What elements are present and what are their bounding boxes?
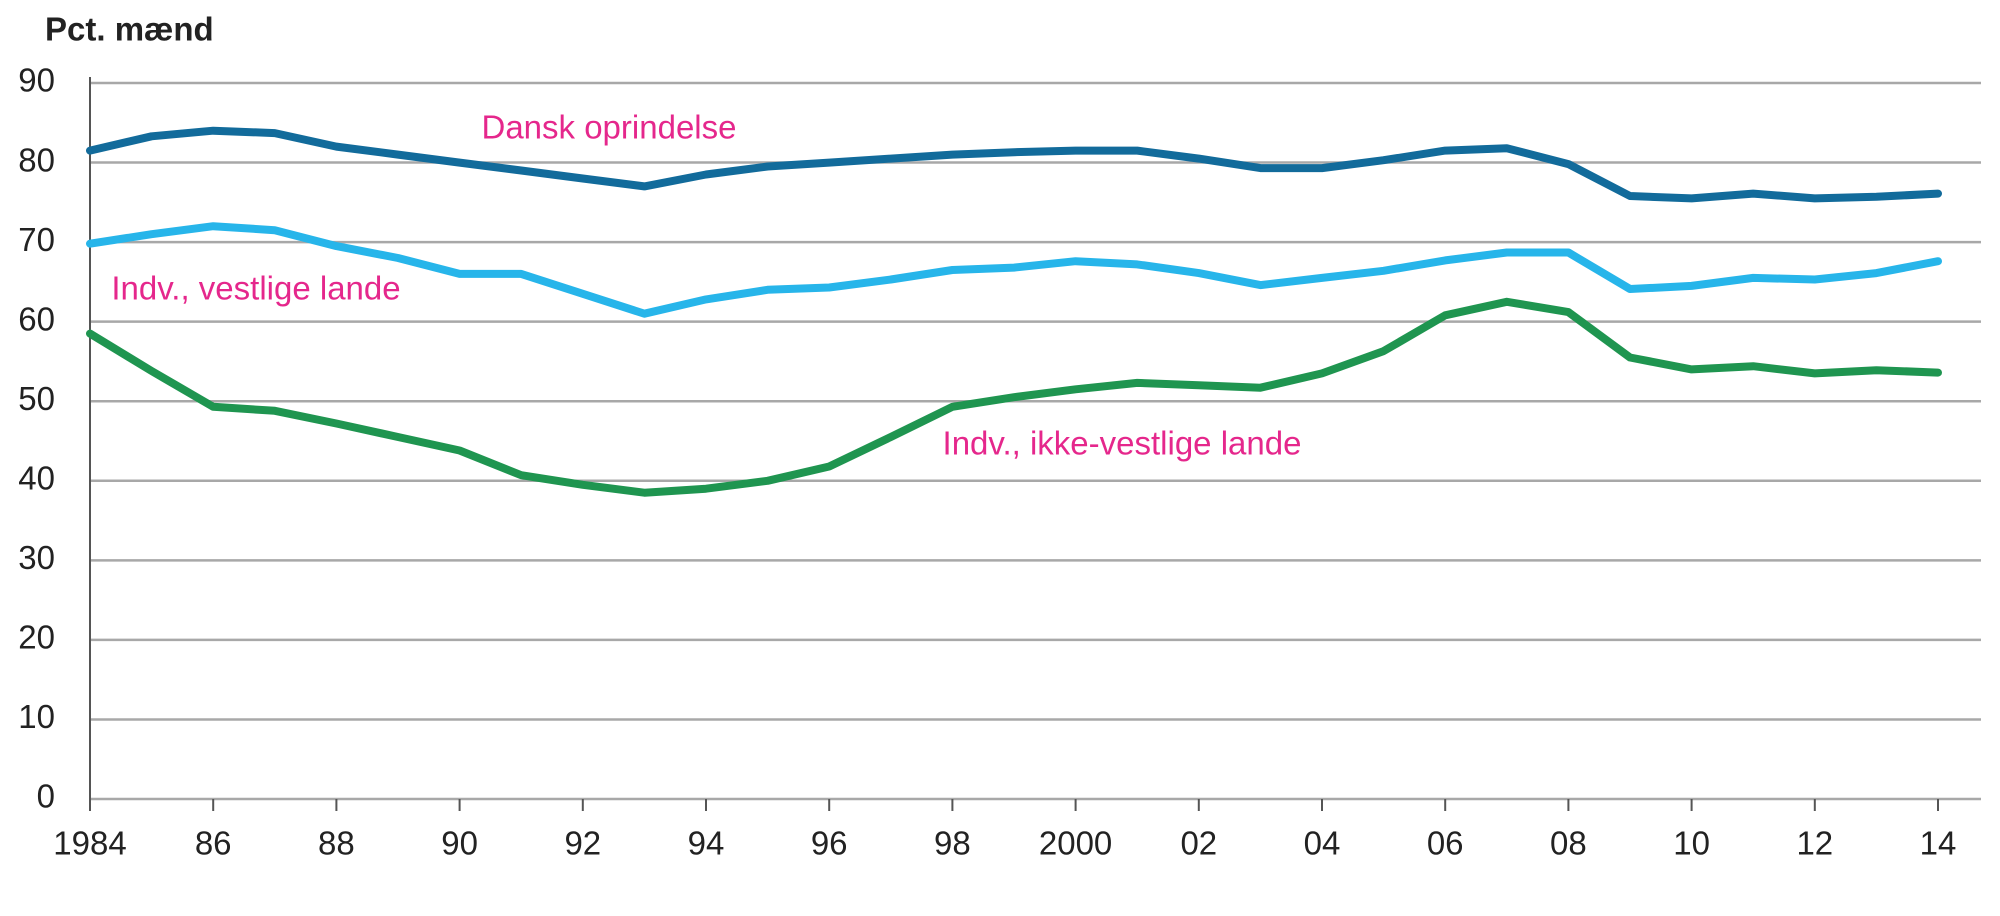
y-tick-label: 0: [37, 778, 55, 815]
x-tick-label: 94: [688, 825, 725, 862]
y-tick-label: 70: [18, 221, 55, 258]
series-line: [86, 297, 1942, 497]
series-label: Indv., vestlige lande: [111, 270, 400, 307]
x-tick-label: 06: [1427, 825, 1464, 862]
y-tick-label: 80: [18, 141, 55, 178]
series-line: [86, 222, 1942, 318]
x-tick-label: 04: [1304, 825, 1341, 862]
series-label: Indv., ikke-vestlige lande: [943, 425, 1302, 462]
x-tick-label: 2000: [1039, 825, 1112, 862]
x-tick-label: 1984: [53, 825, 126, 862]
y-axis-label: Pct. mænd: [45, 11, 214, 48]
x-tick-label: 10: [1673, 825, 1710, 862]
y-tick-label: 10: [18, 698, 55, 735]
y-tick-label: 60: [18, 300, 55, 337]
x-tick-label: 08: [1550, 825, 1587, 862]
x-tick-label: 86: [195, 825, 232, 862]
y-tick-label: 20: [18, 619, 55, 656]
y-tick-label: 40: [18, 459, 55, 496]
x-tick-label: 12: [1796, 825, 1833, 862]
x-tick-label: 98: [934, 825, 971, 862]
x-tick-label: 14: [1920, 825, 1957, 862]
x-tick-label: 02: [1180, 825, 1217, 862]
y-tick-label: 50: [18, 380, 55, 417]
y-tick-label: 30: [18, 539, 55, 576]
x-tick-label: 96: [811, 825, 848, 862]
x-tick-label: 92: [564, 825, 601, 862]
y-tick-label: 90: [18, 62, 55, 99]
x-tick-label: 88: [318, 825, 355, 862]
series-line: [86, 126, 1942, 203]
x-tick-label: 90: [441, 825, 478, 862]
series-label: Dansk oprindelse: [482, 109, 737, 146]
